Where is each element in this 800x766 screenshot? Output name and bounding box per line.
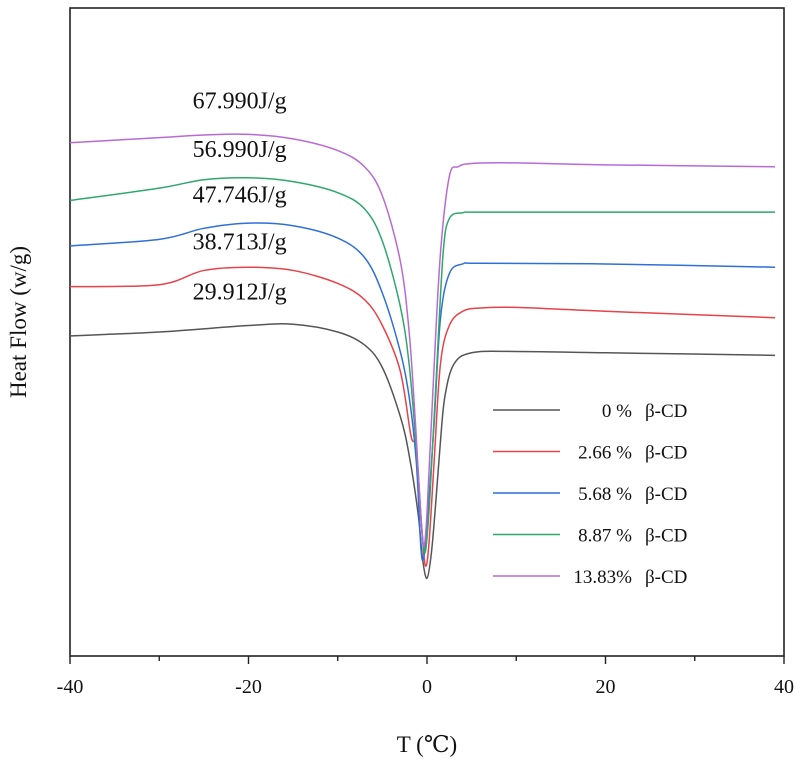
x-tick-label: 20 [596, 676, 616, 698]
y-axis-title: Heat Flow (w/g) [6, 246, 31, 398]
x-axis-title: T (℃) [397, 732, 457, 757]
legend-label: 0 % [602, 401, 632, 422]
enthalpy-annotation: 67.990J/g [193, 88, 287, 114]
enthalpy-annotation: 38.713J/g [193, 230, 287, 256]
enthalpy-annotation: 29.912J/g [193, 280, 287, 306]
enthalpy-annotation: 47.746J/g [193, 182, 287, 208]
series-line-5-68 [69, 222, 776, 562]
x-tick-label: -20 [235, 676, 262, 698]
legend-label: 8.87 % [578, 526, 632, 547]
legend-label: 13.83% [573, 567, 632, 588]
x-tick-label: 40 [774, 676, 794, 698]
enthalpy-annotation: 56.990J/g [193, 137, 287, 163]
series-line-0 [69, 323, 776, 579]
legend-label: 5.68 % [578, 484, 632, 505]
legend-suffix: β-CD [645, 484, 687, 505]
x-tick-label: -40 [57, 676, 84, 698]
x-tick-label: 0 [422, 676, 432, 698]
series-line-13-83 [69, 133, 776, 547]
legend-label: 2.66 % [578, 443, 632, 464]
legend-suffix: β-CD [645, 567, 687, 588]
legend-suffix: β-CD [645, 526, 687, 547]
legend-suffix: β-CD [645, 443, 687, 464]
legend-suffix: β-CD [645, 401, 687, 422]
